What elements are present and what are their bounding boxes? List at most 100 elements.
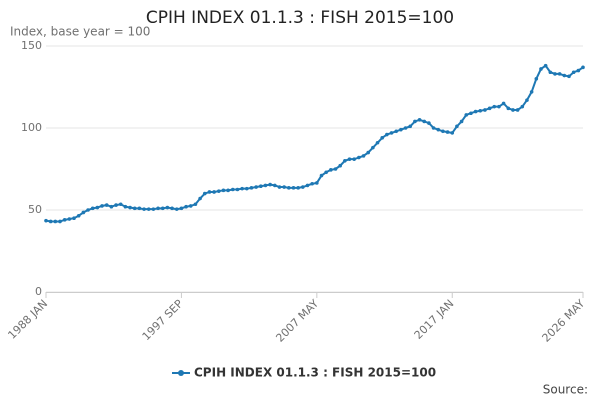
point	[315, 181, 319, 185]
point	[128, 205, 132, 210]
y-tick-label: 50	[28, 203, 42, 216]
point	[389, 131, 394, 135]
point	[301, 185, 305, 189]
point	[221, 188, 226, 193]
point	[259, 184, 263, 189]
point	[254, 185, 258, 189]
point	[282, 185, 286, 189]
point	[529, 90, 534, 94]
point	[497, 104, 501, 109]
point	[347, 157, 352, 161]
point	[76, 213, 81, 218]
point	[184, 204, 188, 209]
point	[287, 186, 291, 190]
point	[212, 190, 216, 194]
point	[567, 74, 571, 79]
point	[333, 167, 338, 171]
point	[576, 68, 581, 73]
x-tick-label: 2026 MAY	[540, 297, 588, 345]
point	[436, 127, 441, 132]
point	[156, 206, 160, 211]
y-tick-label: 100	[21, 121, 42, 134]
point	[366, 150, 371, 155]
point	[123, 204, 128, 209]
point	[361, 154, 366, 158]
point	[291, 186, 296, 190]
point	[329, 168, 333, 172]
point	[249, 186, 254, 190]
point	[492, 104, 497, 109]
point	[511, 108, 515, 112]
point	[403, 126, 408, 130]
point	[62, 218, 67, 222]
point	[343, 159, 347, 163]
point	[455, 124, 459, 129]
point	[216, 189, 221, 193]
point	[95, 205, 100, 210]
point	[464, 113, 469, 117]
point	[179, 206, 184, 211]
point	[198, 196, 202, 201]
point	[557, 72, 562, 76]
point	[170, 206, 174, 211]
point	[562, 73, 567, 78]
point	[553, 72, 557, 76]
point	[380, 136, 385, 140]
point	[548, 70, 553, 75]
point	[202, 191, 207, 196]
point	[90, 206, 95, 211]
x-tick-label: 2007 MAY	[273, 297, 321, 345]
point	[240, 186, 244, 191]
point	[188, 204, 193, 208]
point	[450, 131, 455, 135]
point	[375, 140, 380, 145]
point	[459, 119, 464, 124]
point	[445, 130, 450, 134]
point	[473, 109, 478, 114]
x-tick-label: 2017 JAN	[412, 297, 457, 342]
point	[118, 202, 123, 207]
point	[44, 218, 48, 223]
point	[543, 63, 548, 68]
legend-marker	[178, 370, 184, 376]
point	[319, 173, 324, 178]
point	[413, 119, 417, 124]
point	[305, 183, 310, 188]
source: Source:	[543, 383, 588, 397]
point	[525, 98, 529, 102]
line	[45, 64, 584, 223]
point	[58, 219, 62, 224]
point	[174, 207, 179, 211]
point	[501, 101, 506, 106]
y-tick-label: 150	[21, 39, 42, 52]
point	[263, 183, 268, 188]
point	[100, 204, 104, 208]
point	[244, 186, 249, 191]
point	[277, 185, 282, 189]
point	[53, 219, 58, 224]
point	[104, 203, 109, 207]
point	[469, 111, 473, 116]
point	[427, 121, 431, 125]
point	[417, 118, 422, 122]
point	[581, 65, 585, 70]
point	[273, 183, 277, 188]
point	[114, 203, 118, 207]
point	[483, 108, 487, 112]
point	[207, 190, 212, 194]
x-tick-label: 1988 JAN	[5, 297, 50, 342]
point	[338, 163, 342, 168]
point	[385, 132, 389, 137]
point	[310, 181, 314, 186]
point	[394, 129, 399, 134]
y-axis-label: Index, base year = 100	[10, 25, 150, 39]
point	[160, 206, 165, 211]
chart-title: CPIH INDEX 01.1.3 : FISH 2015=100	[146, 8, 454, 28]
point	[137, 206, 142, 211]
point	[431, 126, 436, 130]
point	[441, 129, 445, 134]
point	[268, 182, 272, 187]
point	[226, 188, 230, 193]
point	[539, 67, 543, 71]
